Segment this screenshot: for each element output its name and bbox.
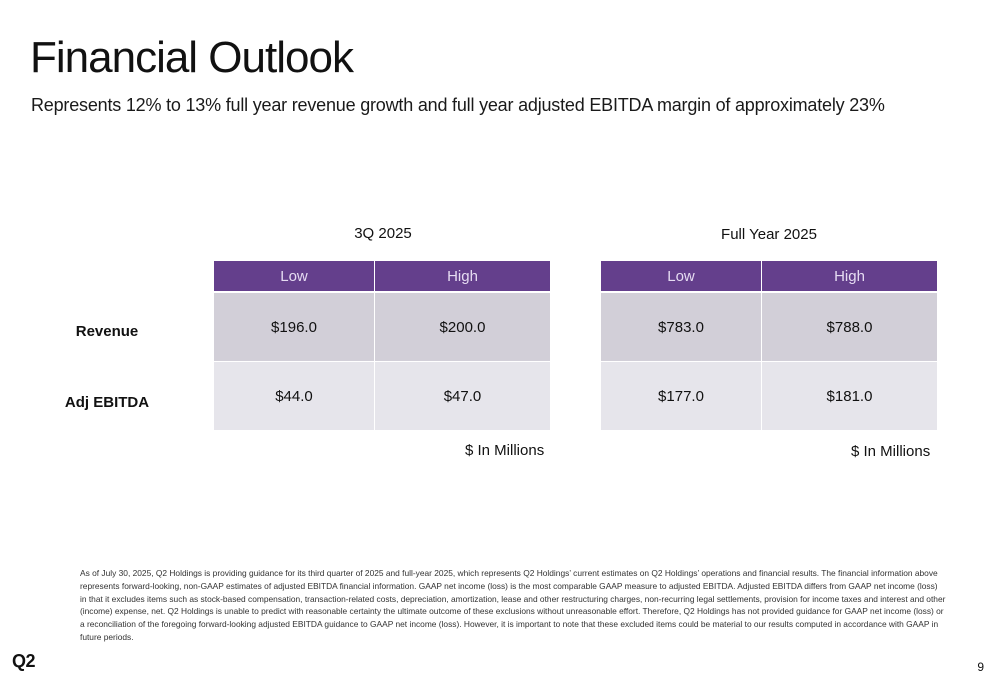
table-header-row: Low High bbox=[214, 261, 550, 293]
column-header-low: Low bbox=[601, 261, 762, 293]
table-row-adj-ebitda: $177.0 $181.0 bbox=[601, 362, 937, 430]
row-label-revenue: Revenue bbox=[75, 323, 139, 340]
unit-note-full-year-2025: $ In Millions bbox=[851, 443, 931, 460]
table-cell: $177.0 bbox=[601, 362, 762, 430]
q2-logo: Q2 bbox=[12, 651, 36, 671]
guidance-table-full-year-2025: Low High $783.0 $788.0 $177.0 $181.0 bbox=[601, 261, 937, 430]
column-header-low: Low bbox=[214, 261, 375, 293]
table-header-row: Low High bbox=[601, 261, 937, 293]
table-title-full-year-2025: Full Year 2025 bbox=[721, 226, 817, 243]
table-cell: $44.0 bbox=[214, 362, 375, 430]
page-number: 9 bbox=[977, 660, 984, 674]
column-header-high: High bbox=[375, 261, 550, 293]
column-header-high: High bbox=[762, 261, 937, 293]
table-row-revenue: $783.0 $788.0 bbox=[601, 293, 937, 362]
page-subtitle: Represents 12% to 13% full year revenue … bbox=[31, 95, 885, 115]
table-row-revenue: $196.0 $200.0 bbox=[214, 293, 550, 362]
table-cell: $788.0 bbox=[762, 293, 937, 362]
disclaimer-footnote: As of July 30, 2025, Q2 Holdings is prov… bbox=[80, 568, 946, 642]
table-cell: $200.0 bbox=[375, 293, 550, 362]
table-row-adj-ebitda: $44.0 $47.0 bbox=[214, 362, 550, 430]
table-cell: $181.0 bbox=[762, 362, 937, 430]
table-title-3q-2025: 3Q 2025 bbox=[354, 225, 412, 242]
table-cell: $196.0 bbox=[214, 293, 375, 362]
table-cell: $47.0 bbox=[375, 362, 550, 430]
page-title: Financial Outlook bbox=[30, 33, 354, 82]
guidance-table-3q-2025: Low High $196.0 $200.0 $44.0 $47.0 bbox=[214, 261, 550, 430]
unit-note-3q-2025: $ In Millions bbox=[465, 442, 545, 459]
table-cell: $783.0 bbox=[601, 293, 762, 362]
row-label-adj-ebitda: Adj EBITDA bbox=[64, 394, 150, 411]
